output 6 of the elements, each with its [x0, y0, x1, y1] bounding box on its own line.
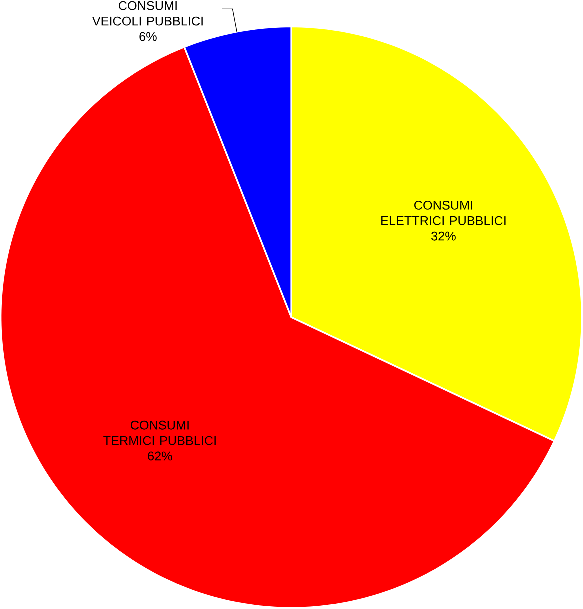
slice-label: CONSUMI VEICOLI PUBBLICI — [92, 1, 203, 26]
slice-label: CONSUMI ELETTRICI PUBBLICI — [382, 200, 506, 226]
data-label: 62% — [148, 452, 172, 461]
data-label: 32% — [432, 232, 456, 241]
slice-label: CONSUMI TERMICI PUBBLICI — [104, 420, 216, 446]
data-label: 6% — [140, 32, 157, 42]
